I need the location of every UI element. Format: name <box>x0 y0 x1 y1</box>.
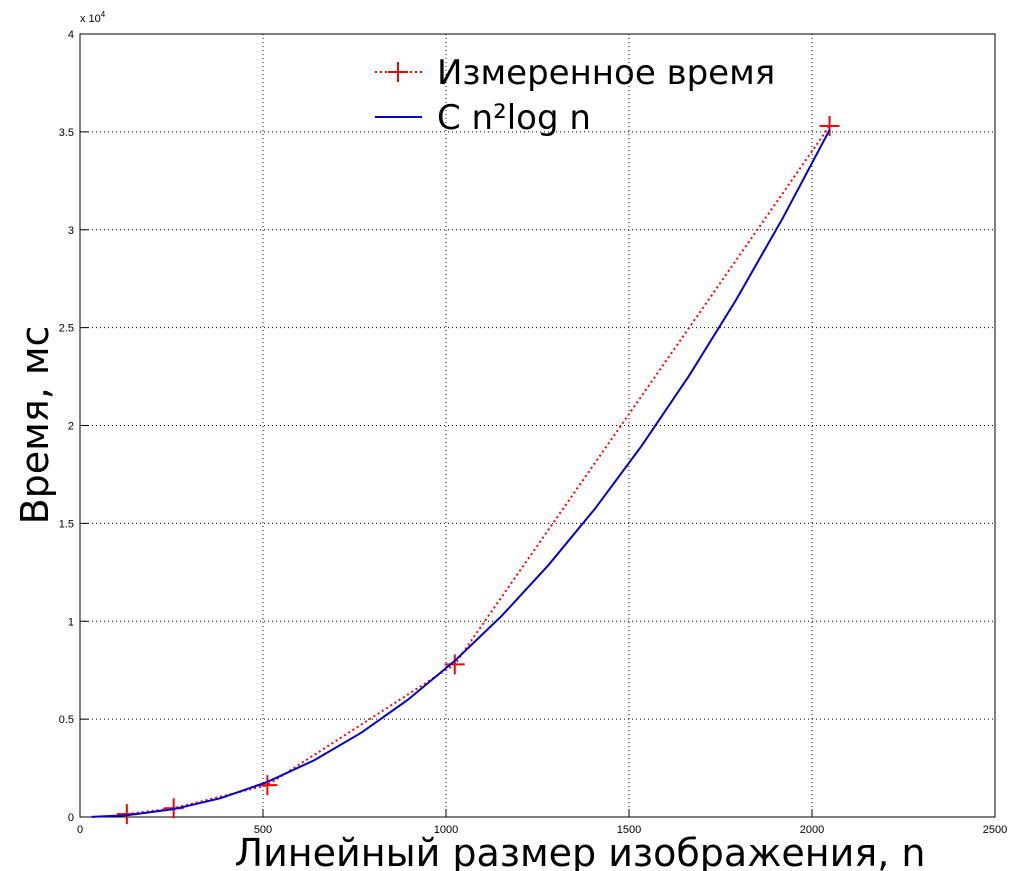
x-tick-label: 0 <box>77 824 83 836</box>
series-line <box>126 125 831 816</box>
y-tick-label: 1 <box>68 616 74 628</box>
legend-label: C n²log n <box>437 98 591 138</box>
y-multiplier: x 104 <box>80 10 106 25</box>
x-axis-label: Линейный размер изображения, n <box>235 831 926 871</box>
y-tick-label: 2 <box>68 421 74 433</box>
legend-label: Измеренное время <box>437 53 775 93</box>
point-marker <box>819 116 840 137</box>
x-tick-label: 2000 <box>800 824 824 836</box>
y-tick-label: 1.5 <box>59 518 74 530</box>
y-tick-label: 2.5 <box>59 323 74 335</box>
plot-frame <box>79 33 996 818</box>
x-tick-label: 1500 <box>617 824 641 836</box>
y-tick-label: 3.5 <box>59 127 74 139</box>
multiplier-exponent: 4 <box>101 10 106 19</box>
y-tick-label: 3 <box>68 225 74 237</box>
point-marker <box>444 654 465 675</box>
y-axis-label: Время, мс <box>13 326 57 525</box>
x-tick-label: 500 <box>254 824 272 836</box>
y-tick-label: 4 <box>68 29 74 41</box>
x-tick-label: 1000 <box>434 824 458 836</box>
y-tick-label: 0 <box>68 812 74 824</box>
series-line <box>91 129 831 818</box>
x-tick-label: 2500 <box>983 824 1007 836</box>
multiplier-base: x 10 <box>80 13 101 25</box>
y-tick-label: 0.5 <box>59 714 74 726</box>
